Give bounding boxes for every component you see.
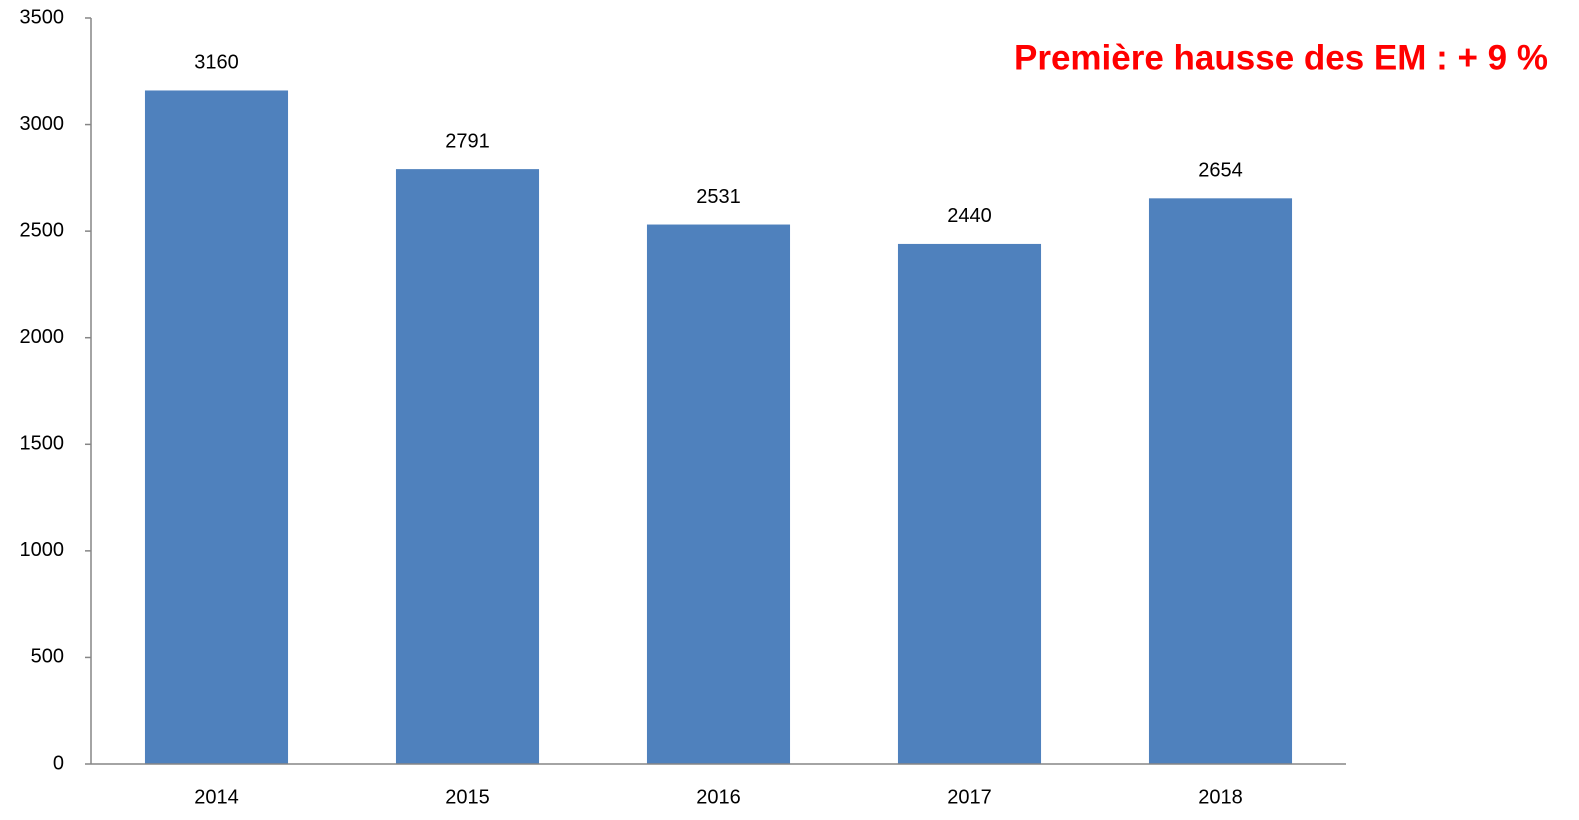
y-tick-label: 2500 bbox=[20, 219, 65, 241]
y-tick-label: 1500 bbox=[20, 433, 65, 455]
x-tick-label: 2018 bbox=[1198, 786, 1243, 808]
data-label: 2440 bbox=[947, 205, 992, 227]
x-tick-label: 2015 bbox=[445, 786, 490, 808]
bar bbox=[395, 169, 540, 764]
annotation: Première hausse des EM : + 9 % bbox=[1014, 38, 1548, 77]
bar bbox=[897, 243, 1042, 765]
y-tick-label: 500 bbox=[31, 646, 64, 668]
bar bbox=[1148, 198, 1293, 765]
y-tick-label: 3000 bbox=[20, 113, 65, 135]
x-tick-label: 2014 bbox=[194, 786, 239, 808]
y-tick-label: 1000 bbox=[20, 539, 65, 561]
x-tick-label: 2017 bbox=[947, 786, 992, 808]
data-label: 3160 bbox=[194, 52, 239, 74]
data-label: 2531 bbox=[696, 186, 741, 208]
y-tick-label: 2000 bbox=[20, 326, 65, 348]
data-label: 2791 bbox=[445, 130, 490, 152]
bar bbox=[144, 90, 289, 765]
data-label: 2654 bbox=[1198, 160, 1243, 182]
y-tick-label: 0 bbox=[53, 752, 64, 774]
y-tick-label: 3500 bbox=[20, 6, 65, 28]
x-tick-label: 2016 bbox=[696, 786, 741, 808]
bar bbox=[646, 224, 791, 765]
